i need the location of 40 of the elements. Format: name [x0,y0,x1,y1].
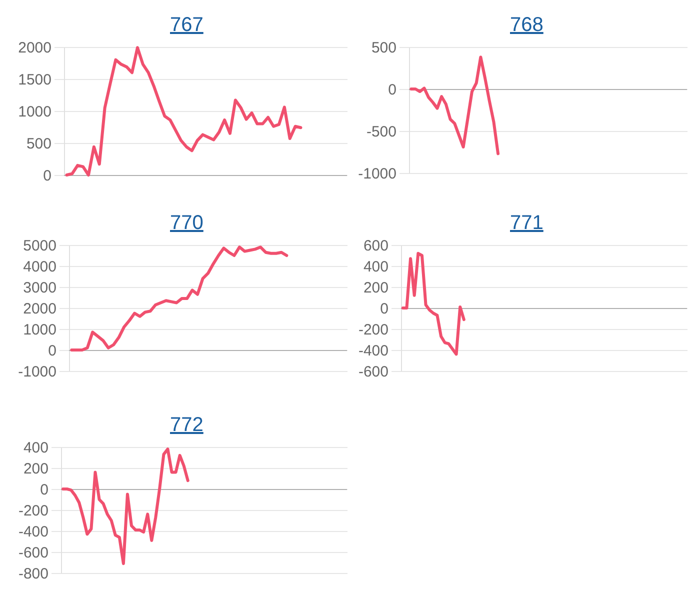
chart-title: 771 [509,211,544,235]
y-tick-label: -600 [18,544,48,562]
y-tick-label: 0 [48,342,56,360]
y-tick-label: 1500 [18,72,52,88]
y-tick-label: -400 [18,524,48,540]
y-tick-label: -1000 [18,364,56,380]
y-tick-label: -800 [18,566,48,582]
line-series [401,252,466,356]
y-tick-label: -600 [358,364,388,380]
chart-title: 768 [509,13,544,37]
line-series [65,46,302,176]
y-tick-label: 500 [371,40,396,56]
y-tick-label: 5000 [23,238,56,254]
chart-title: 772 [169,413,204,437]
y-tick-label: -500 [366,124,396,140]
line-series [410,56,500,156]
y-tick-label: 600 [363,238,388,254]
chart-title: 767 [169,13,204,37]
y-tick-label: -400 [358,342,388,360]
chart-title: 770 [169,211,204,235]
line-series [70,246,288,352]
y-tick-label: 4000 [23,258,56,276]
y-tick-label: 0 [40,482,48,498]
y-tick-label: -200 [358,322,388,338]
y-tick-label: 400 [363,258,388,276]
y-tick-label: -200 [18,502,48,520]
y-tick-label: 200 [23,460,48,478]
y-tick-label: 0 [380,300,388,318]
y-tick-label: 2000 [23,300,56,318]
y-tick-label: 0 [388,82,396,98]
y-tick-label: 2000 [18,40,52,56]
line-series [62,448,190,566]
y-tick-label: 200 [363,280,388,296]
y-tick-label: 3000 [23,280,56,296]
y-tick-label: -1000 [358,166,396,182]
y-tick-label: 0 [43,168,52,184]
y-tick-label: 500 [26,136,52,152]
y-tick-label: 1000 [18,104,52,120]
y-tick-label: 1000 [23,322,56,338]
y-tick-label: 400 [23,440,48,456]
